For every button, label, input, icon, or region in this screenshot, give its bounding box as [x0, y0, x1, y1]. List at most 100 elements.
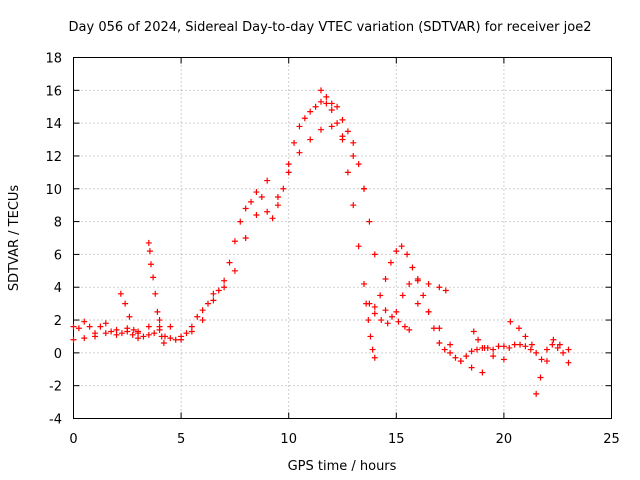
data-point: [355, 243, 362, 250]
data-point: [350, 202, 357, 209]
data-point: [146, 248, 153, 255]
data-point: [70, 323, 77, 330]
data-point: [447, 341, 454, 348]
data-point: [436, 284, 443, 291]
data-point: [350, 139, 357, 146]
data-point: [339, 116, 346, 123]
y-tick-label: -2: [49, 380, 62, 395]
data-point: [367, 333, 374, 340]
data-point: [156, 317, 163, 324]
data-point: [414, 300, 421, 307]
data-point: [178, 333, 185, 340]
chart-title: Day 056 of 2024, Sidereal Day-to-day VTE…: [69, 20, 592, 35]
data-point: [226, 259, 233, 266]
data-point: [475, 336, 482, 343]
data-point: [447, 349, 454, 356]
data-point: [401, 323, 408, 330]
data-point: [221, 284, 228, 291]
data-point: [355, 161, 362, 168]
data-point: [97, 323, 104, 330]
data-point: [350, 152, 357, 159]
data-point: [328, 100, 335, 107]
data-point: [442, 287, 449, 294]
series-tail-18.5-23h: [470, 318, 572, 397]
series-dip-13.8h: [363, 300, 378, 361]
data-point: [317, 87, 324, 94]
y-tick-label: 18: [45, 52, 62, 67]
x-tick-label: 0: [69, 432, 77, 447]
data-point: [167, 323, 174, 330]
data-point: [160, 340, 167, 347]
data-point: [328, 107, 335, 114]
data-point: [515, 325, 522, 332]
data-point: [344, 128, 351, 135]
x-tick-label: 10: [280, 432, 297, 447]
x-tick-label: 5: [177, 432, 185, 447]
data-point: [130, 326, 137, 333]
data-point: [369, 346, 376, 353]
data-points: [70, 87, 572, 397]
grid-lines: [73, 57, 612, 419]
x-tick-label: 15: [388, 432, 405, 447]
data-point: [117, 290, 124, 297]
y-axis-tick-labels: -4 -2 0 2 4 6 8 10 12 14 16 18: [45, 52, 62, 428]
data-point: [361, 185, 368, 192]
data-point: [317, 98, 324, 105]
data-point: [554, 344, 561, 351]
y-axis-label: SDTVAR / TECUs: [7, 185, 22, 292]
data-point: [388, 313, 395, 320]
data-point: [199, 317, 206, 324]
data-point: [135, 335, 142, 342]
y-tick-label: 6: [54, 248, 62, 263]
data-point: [274, 193, 281, 200]
data-point: [301, 115, 308, 122]
data-point: [147, 261, 154, 268]
data-point: [533, 390, 540, 397]
data-point: [414, 277, 421, 284]
data-point: [468, 348, 475, 355]
data-point: [378, 317, 385, 324]
data-point: [215, 287, 222, 294]
data-point: [387, 259, 394, 266]
data-point: [258, 193, 265, 200]
data-point: [118, 330, 125, 337]
y-tick-label: 2: [54, 314, 62, 329]
data-point: [269, 215, 276, 222]
data-point: [500, 343, 507, 350]
data-point: [145, 331, 152, 338]
data-point: [393, 248, 400, 255]
data-point: [538, 356, 545, 363]
data-point: [102, 330, 109, 337]
data-point: [537, 374, 544, 381]
data-point: [210, 297, 217, 304]
data-point: [317, 126, 324, 133]
data-point: [393, 308, 400, 315]
data-point: [248, 198, 255, 205]
data-point: [409, 264, 416, 271]
data-point: [430, 325, 437, 332]
data-point: [122, 300, 129, 307]
data-point: [102, 320, 109, 327]
data-point: [183, 330, 190, 337]
data-point: [543, 346, 550, 353]
data-point: [264, 208, 271, 215]
data-point: [495, 343, 502, 350]
data-point: [517, 341, 524, 348]
data-point: [285, 169, 292, 176]
data-point: [307, 108, 314, 115]
data-point: [436, 325, 443, 332]
data-point: [425, 280, 432, 287]
data-point: [81, 335, 88, 342]
data-point: [366, 218, 373, 225]
data-point: [237, 218, 244, 225]
x-tick-label: 25: [603, 432, 620, 447]
data-point: [479, 369, 486, 376]
data-point: [145, 323, 152, 330]
data-point: [344, 169, 351, 176]
data-point: [463, 353, 470, 360]
data-point: [404, 251, 411, 258]
data-point: [285, 161, 292, 168]
y-tick-label: 16: [45, 84, 62, 99]
data-point: [425, 308, 432, 315]
